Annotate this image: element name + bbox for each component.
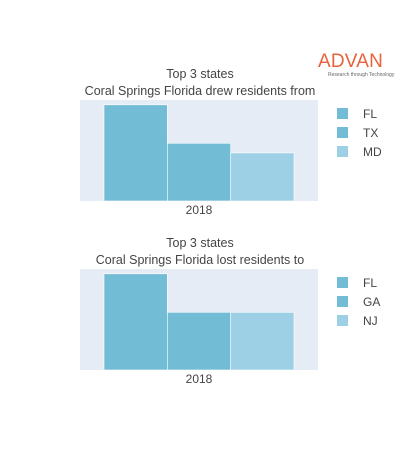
- legend-label: GA: [363, 295, 380, 309]
- bar-md: [230, 152, 295, 202]
- legend-item-fl[interactable]: FL: [337, 276, 377, 290]
- bar-fl: [103, 104, 168, 202]
- legend-swatch: [337, 277, 348, 288]
- legend-label: FL: [363, 107, 377, 121]
- legend-label: TX: [363, 126, 378, 140]
- x-tick-label: 2018: [186, 203, 213, 217]
- legend-item-md[interactable]: MD: [337, 145, 382, 159]
- bar-nj: [230, 311, 295, 371]
- legend-item-ga[interactable]: GA: [337, 295, 380, 309]
- legend-item-fl[interactable]: FL: [337, 107, 377, 121]
- chart-lost-to: Top 3 states Coral Springs Florida lost …: [80, 236, 380, 386]
- bar-tx: [167, 142, 231, 202]
- chart-drew-from: Top 3 states Coral Springs Florida drew …: [80, 67, 382, 217]
- legend[interactable]: FL GA NJ: [337, 276, 380, 328]
- bar-fl: [103, 273, 168, 371]
- legend-swatch: [337, 108, 348, 119]
- bars: [103, 104, 295, 202]
- legend-swatch: [337, 296, 348, 307]
- legend-label: MD: [363, 145, 382, 159]
- legend-item-tx[interactable]: TX: [337, 126, 378, 140]
- bar-ga: [167, 311, 231, 371]
- legend-label: NJ: [363, 314, 378, 328]
- chart-title: Top 3 states: [166, 236, 233, 250]
- bars: [103, 273, 295, 371]
- chart-title: Top 3 states: [166, 67, 233, 81]
- advan-logo: ADVAN Research through Technology: [318, 52, 398, 82]
- x-tick-label: 2018: [186, 372, 213, 386]
- legend-item-nj[interactable]: NJ: [337, 314, 378, 328]
- chart-subtitle: Coral Springs Florida lost residents to: [96, 253, 304, 267]
- legend[interactable]: FL TX MD: [337, 107, 382, 159]
- legend-swatch: [337, 146, 348, 157]
- chart-subtitle: Coral Springs Florida drew residents fro…: [85, 84, 316, 98]
- legend-swatch: [337, 127, 348, 138]
- legend-swatch: [337, 315, 348, 326]
- logo-wordmark: ADVAN: [318, 51, 384, 72]
- logo-tagline: Research through Technology: [328, 72, 395, 78]
- legend-label: FL: [363, 276, 377, 290]
